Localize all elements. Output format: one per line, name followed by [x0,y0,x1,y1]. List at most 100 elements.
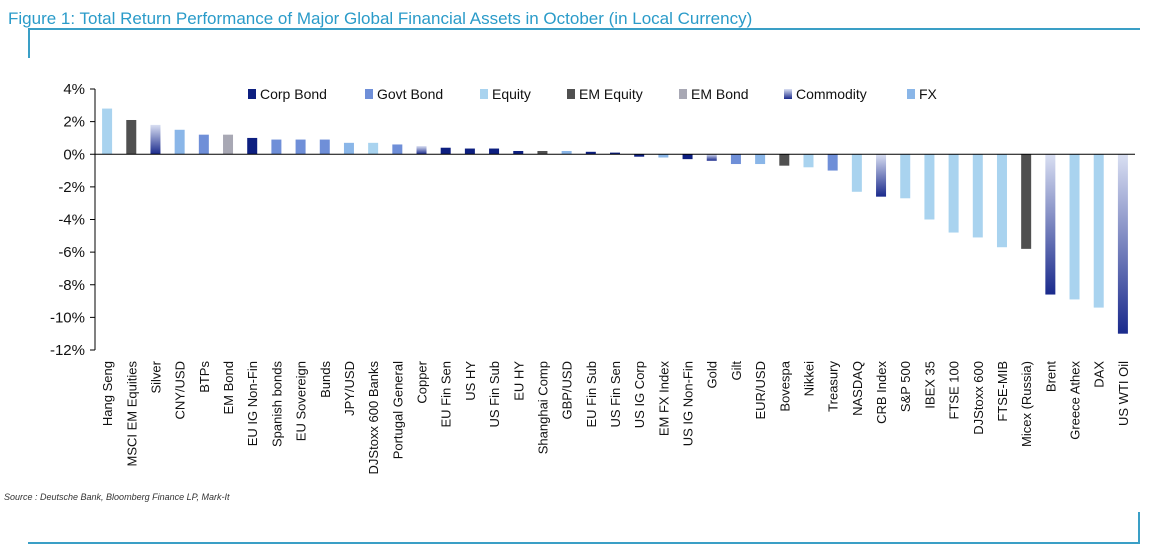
bars-layer [102,108,1128,334]
bar-41 [1093,154,1104,308]
bar-13 [416,146,427,155]
category-label: BTPs [197,361,212,393]
category-label: Spanish bonds [269,361,284,448]
bar-38 [1021,154,1032,249]
bar-2 [150,124,161,155]
legend-label: Govt Bond [377,86,443,102]
category-label: Greece Athex [1068,361,1083,440]
legend-swatch [907,89,915,99]
category-label: EU Fin Sen [439,361,454,427]
y-tick-label: 0% [63,146,85,163]
bar-42 [1117,154,1128,334]
category-label: S&P 500 [898,361,913,412]
category-label: Silver [148,360,163,393]
bar-31 [851,154,862,192]
source-note: Source : Deutsche Bank, Bloomberg Financ… [4,492,230,502]
category-label: EU Fin Sub [584,361,599,427]
y-tick-label: -12% [50,342,85,359]
category-label: Brent [1043,361,1058,392]
bar-5 [223,134,234,155]
bar-30 [827,154,838,171]
bar-36 [972,154,983,238]
bar-25 [706,154,717,161]
category-label: DJStoxx 600 Banks [366,361,381,475]
category-label: EU IG Non-Fin [245,361,260,446]
y-tick-label: -8% [58,277,85,294]
bar-17 [513,150,524,155]
bar-29 [803,154,814,168]
category-label: Shanghai Comp [535,361,550,454]
bar-40 [1069,154,1080,300]
category-label: Gold [705,361,720,388]
category-label: Hang Seng [100,361,115,426]
bar-12 [392,144,403,155]
category-label: Bovespa [777,360,792,411]
bar-6 [247,137,258,155]
bar-11 [368,142,379,155]
category-label: EM Bond [221,361,236,414]
bar-8 [295,139,306,155]
category-label: EU HY [511,361,526,401]
category-label: MSCI EM Equities [124,361,139,467]
category-label: Bunds [318,361,333,398]
bar-22 [634,154,645,157]
category-label: DJStoxx 600 [971,361,986,435]
category-label: Nikkei [801,361,816,397]
legend-label: FX [919,86,938,102]
bar-16 [489,148,500,155]
category-label: DAX [1092,361,1107,388]
bar-10 [343,142,354,155]
category-label: Copper [415,360,430,403]
y-tick-label: 4% [63,81,85,98]
category-label: EUR/USD [753,361,768,420]
category-label: Treasury [826,361,841,412]
bar-0 [102,108,113,155]
legend-label: Equity [492,86,531,102]
bar-37 [996,154,1007,248]
category-label: Gilt [729,361,744,381]
legend-label: Corp Bond [260,86,327,102]
legend-label: Commodity [796,86,867,102]
axes-layer: 4% 2% 0% -2% -4% -6% -8% -10% -12% Hang Seng MSCI … [50,81,1135,474]
category-label: US Fin Sen [608,361,623,427]
legend: Corp Bond Govt Bond Equity EM Equity EM Bond… [248,86,938,102]
left-rule [28,28,30,58]
category-label: US IG Non-Fin [681,361,696,446]
category-label: US IG Corp [632,361,647,428]
y-tick-label: 2% [63,114,85,131]
chart-title: Figure 1: Total Return Performance of Ma… [8,9,753,28]
legend-swatch [679,89,687,99]
bar-19 [561,150,572,155]
bar-3 [174,129,185,155]
bar-23 [658,154,669,158]
bar-1 [126,119,137,155]
y-tick-label: -2% [58,179,85,196]
legend-swatch [365,89,373,99]
y-tick-label: -6% [58,244,85,261]
category-label: NASDAQ [850,361,865,416]
category-label: GBP/USD [560,361,575,420]
y-tick-label: -4% [58,212,85,229]
legend-swatch [248,89,256,99]
figure-frame [28,28,1140,544]
bar-32 [876,154,887,197]
category-label: Portugal General [390,361,405,459]
bar-35 [948,154,959,233]
legend-swatch [480,89,488,99]
category-label: IBEX 35 [922,361,937,409]
bar-21 [610,152,620,155]
bar-27 [755,154,766,165]
bar-33 [900,154,911,199]
bar-20 [585,151,596,155]
top-rule [28,28,1140,30]
category-label: CRB Index [874,361,889,424]
legend-label: EM Equity [579,86,643,102]
legend-label: EM Bond [691,86,749,102]
bar-4 [198,134,209,155]
y-tick-label: -10% [50,309,85,326]
category-label: Micex (Russia) [1019,361,1034,447]
category-label: US HY [463,361,478,401]
bar-15 [464,148,475,155]
category-label: FTSE-MIB [995,361,1010,422]
